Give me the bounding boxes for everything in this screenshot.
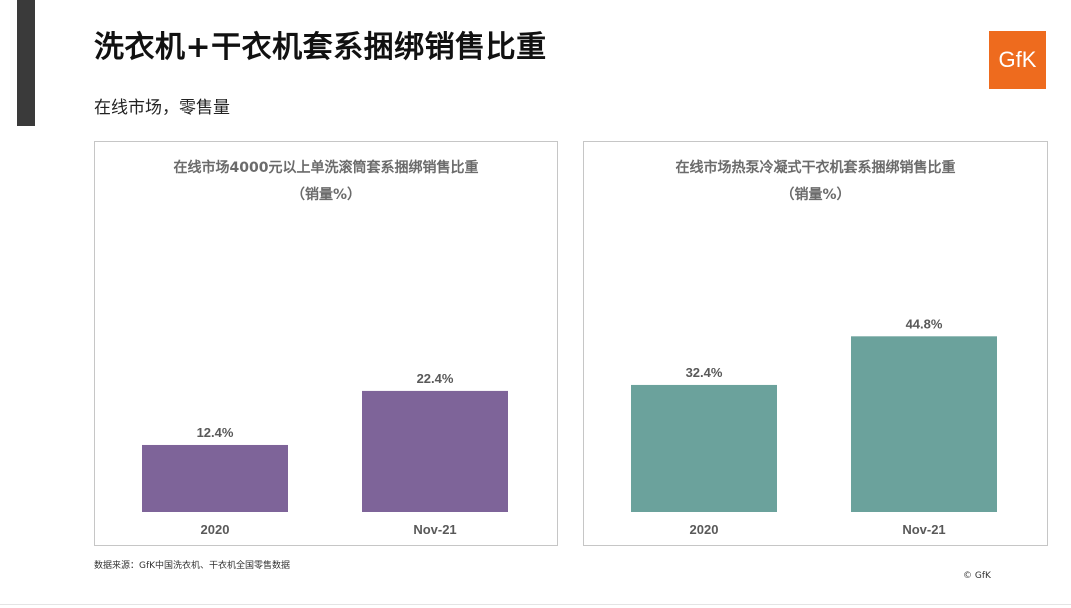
category-label: 2020 xyxy=(690,522,719,537)
bar-nov-21 xyxy=(362,390,508,512)
chart-title: 在线市场4000元以上单洗滚筒套系捆绑销售比重 xyxy=(173,160,479,176)
chart-panel-dryer: 在线市场热泵冷凝式干衣机套系捆绑销售比重 （销量%） 32.4% 2020 44.8… xyxy=(583,141,1048,546)
category-label: Nov-21 xyxy=(413,522,456,537)
data-label: 32.4% xyxy=(686,365,723,380)
gfk-logo: GfK xyxy=(989,31,1046,89)
chart-title: 在线市场热泵冷凝式干衣机套系捆绑销售比重 xyxy=(675,160,956,176)
bar-chart-dryer: 32.4% 2020 44.8% Nov-21 xyxy=(631,316,997,537)
chart-subtitle: （销量%） xyxy=(290,187,362,203)
data-label: 44.8% xyxy=(906,316,943,331)
logo-text: GfK xyxy=(998,47,1037,72)
footer-divider xyxy=(0,604,1071,605)
bar-2020 xyxy=(142,444,288,512)
category-label: Nov-21 xyxy=(902,522,945,537)
chart-subtitle: （销量%） xyxy=(780,187,851,203)
bar-2020 xyxy=(631,384,777,512)
data-source-note: 数据来源：GfK中国洗衣机、干衣机全国零售数据 xyxy=(94,561,291,571)
page-title: 洗衣机+干衣机套系捆绑销售比重 xyxy=(94,30,547,65)
bar-nov-21 xyxy=(851,336,997,512)
page-subtitle: 在线市场，零售量 xyxy=(94,98,230,118)
data-label: 12.4% xyxy=(197,425,234,440)
category-label: 2020 xyxy=(201,522,230,537)
data-label: 22.4% xyxy=(417,371,454,386)
bar-chart-washer: 12.4% 2020 22.4% Nov-21 xyxy=(142,371,508,537)
copyright-note: © GfK xyxy=(963,571,991,581)
chart-panel-washer: 在线市场4000元以上单洗滚筒套系捆绑销售比重 （销量%） 12.4% 2020 2… xyxy=(94,141,558,546)
accent-bar xyxy=(17,0,35,126)
